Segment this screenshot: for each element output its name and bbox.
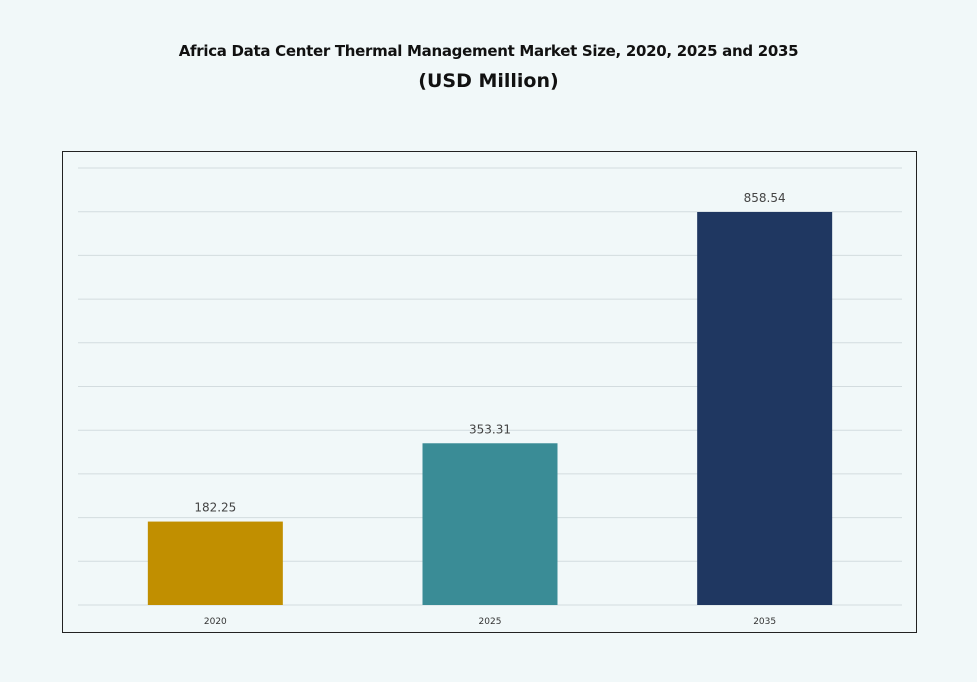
plot-area — [62, 151, 917, 633]
x-tick-label: 2020 — [204, 617, 227, 627]
data-label: 353.31 — [469, 422, 511, 436]
data-label: 858.54 — [744, 191, 786, 205]
bar-2020 — [147, 521, 283, 605]
chart-title: Africa Data Center Thermal Management Ma… — [178, 42, 799, 60]
x-tick-label: 2035 — [753, 617, 776, 627]
data-label: 182.25 — [194, 501, 236, 515]
x-tick-label: 2025 — [479, 617, 502, 627]
bar-2025 — [422, 443, 558, 605]
chart-subtitle: (USD Million) — [418, 70, 559, 92]
bar-2035 — [697, 212, 833, 605]
